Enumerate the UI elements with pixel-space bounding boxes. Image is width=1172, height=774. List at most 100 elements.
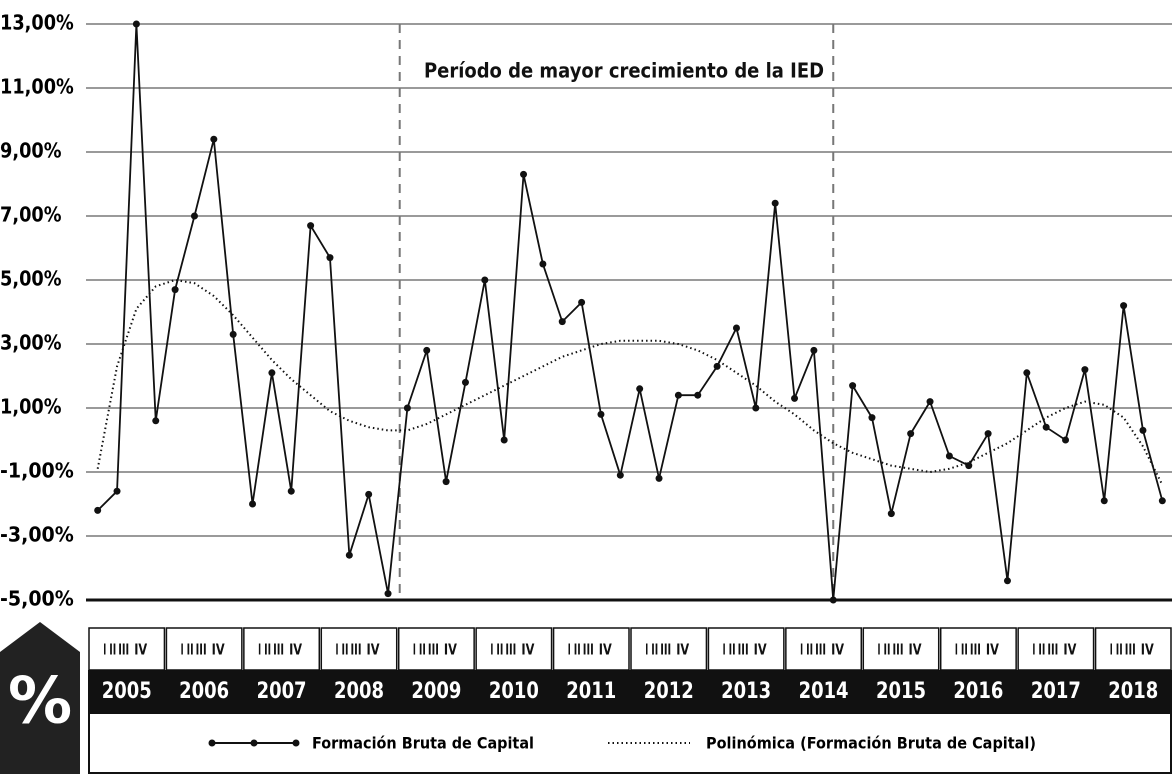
- quarter-label: II: [574, 641, 581, 659]
- data-point: [94, 506, 102, 514]
- quarter-label: III: [428, 641, 439, 659]
- data-point: [287, 487, 295, 495]
- quarter-label: I: [878, 641, 881, 659]
- data-point: [132, 20, 140, 28]
- quarter-cell: [165, 627, 243, 671]
- annotation: Período de mayor crecimiento de la IED: [424, 59, 824, 83]
- quarter-label: I: [181, 641, 184, 659]
- quarter-label: I: [336, 641, 339, 659]
- data-point: [520, 170, 528, 178]
- year-label: 2017: [1031, 679, 1081, 704]
- quarter-label: II: [187, 641, 194, 659]
- quarter-cell: [552, 627, 630, 671]
- data-point: [984, 430, 992, 438]
- data-point: [539, 260, 547, 268]
- data-point: [829, 596, 837, 604]
- year-label: 2014: [799, 679, 849, 704]
- quarter-label: III: [738, 641, 749, 659]
- y-tick-label: 13,00%: [0, 11, 74, 35]
- quarter-label: I: [1110, 641, 1113, 659]
- legend-marker: [292, 739, 300, 747]
- quarter-label: IV: [986, 641, 999, 659]
- quarter-label: III: [970, 641, 981, 659]
- quarter-label: III: [660, 641, 671, 659]
- data-point: [307, 222, 315, 230]
- quarter-cell: [475, 627, 553, 671]
- data-point: [713, 362, 721, 370]
- quarter-cell: [320, 627, 398, 671]
- data-point: [1003, 577, 1011, 585]
- quarter-cell: [397, 627, 475, 671]
- data-point: [849, 382, 857, 390]
- data-point: [210, 135, 218, 143]
- quarter-label: IV: [212, 641, 225, 659]
- data-point: [442, 478, 450, 486]
- year-label: 2013: [721, 679, 771, 704]
- quarter-label: IV: [1141, 641, 1154, 659]
- data-point: [655, 474, 663, 482]
- quarter-cell: [862, 627, 940, 671]
- quarter-label: IV: [831, 641, 844, 659]
- quarter-label: IV: [599, 641, 612, 659]
- quarter-label: II: [1038, 641, 1045, 659]
- year-label: 2010: [489, 679, 539, 704]
- data-point: [384, 590, 392, 598]
- data-point: [674, 391, 682, 399]
- quarter-label: I: [955, 641, 958, 659]
- data-point: [423, 346, 431, 354]
- quarter-label: I: [645, 641, 648, 659]
- data-point: [791, 394, 799, 402]
- series-line: [97, 23, 1164, 601]
- data-point: [345, 551, 353, 559]
- quarter-label: I: [490, 641, 493, 659]
- year-label: 2006: [179, 679, 229, 704]
- data-point: [636, 385, 644, 393]
- y-tick-label: -5,00%: [0, 587, 74, 611]
- quarter-label: III: [118, 641, 129, 659]
- data-point: [481, 276, 489, 284]
- quarter-label: I: [1032, 641, 1035, 659]
- year-label: 2005: [102, 679, 152, 704]
- quarter-label: III: [1125, 641, 1136, 659]
- y-tick-label: 11,00%: [0, 75, 74, 99]
- quarter-label: IV: [754, 641, 767, 659]
- quarter-cell: [1017, 627, 1095, 671]
- quarter-label: II: [264, 641, 271, 659]
- data-point: [229, 330, 237, 338]
- data-point: [810, 346, 818, 354]
- data-point: [1100, 497, 1108, 505]
- quarter-label: IV: [909, 641, 922, 659]
- year-label: 2009: [411, 679, 461, 704]
- data-point: [113, 487, 121, 495]
- year-label: 2016: [953, 679, 1003, 704]
- quarter-label: II: [496, 641, 503, 659]
- data-point: [403, 404, 411, 412]
- data-point: [868, 414, 876, 422]
- data-point: [1120, 302, 1128, 310]
- quarter-label: II: [884, 641, 891, 659]
- quarter-label: I: [258, 641, 261, 659]
- quarter-cell: [630, 627, 708, 671]
- year-band: [88, 670, 1172, 713]
- year-label: 2015: [876, 679, 926, 704]
- quarter-label: II: [419, 641, 426, 659]
- y-tick-label: -1,00%: [0, 459, 74, 483]
- quarter-label: III: [273, 641, 284, 659]
- legend-marker: [208, 739, 216, 747]
- data-point: [694, 391, 702, 399]
- quarter-label: III: [893, 641, 904, 659]
- quarter-cell: [785, 627, 863, 671]
- data-point: [907, 430, 915, 438]
- quarter-label: IV: [444, 641, 457, 659]
- data-point: [500, 436, 508, 444]
- data-point: [945, 452, 953, 460]
- data-point: [1023, 369, 1031, 377]
- data-point: [326, 254, 334, 262]
- quarter-label: I: [568, 641, 571, 659]
- year-label: 2007: [257, 679, 307, 704]
- y-tick-label: 1,00%: [0, 395, 62, 419]
- legend-marker: [250, 739, 258, 747]
- data-point: [926, 398, 934, 406]
- quarter-label: III: [815, 641, 826, 659]
